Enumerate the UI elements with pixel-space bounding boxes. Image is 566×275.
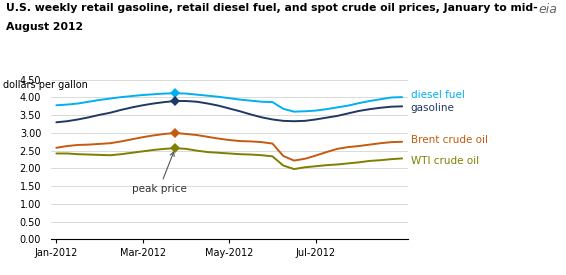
Text: U.S. weekly retail gasoline, retail diesel fuel, and spot crude oil prices, Janu: U.S. weekly retail gasoline, retail dies…: [6, 3, 537, 13]
Text: August 2012: August 2012: [6, 22, 83, 32]
Text: peak price: peak price: [131, 152, 186, 194]
Text: WTI crude oil: WTI crude oil: [411, 156, 479, 166]
Text: Brent crude oil: Brent crude oil: [411, 135, 488, 145]
Text: eia: eia: [539, 3, 558, 16]
Text: diesel fuel: diesel fuel: [411, 90, 465, 100]
Text: gasoline: gasoline: [411, 103, 454, 113]
Text: dollars per gallon: dollars per gallon: [3, 80, 88, 90]
